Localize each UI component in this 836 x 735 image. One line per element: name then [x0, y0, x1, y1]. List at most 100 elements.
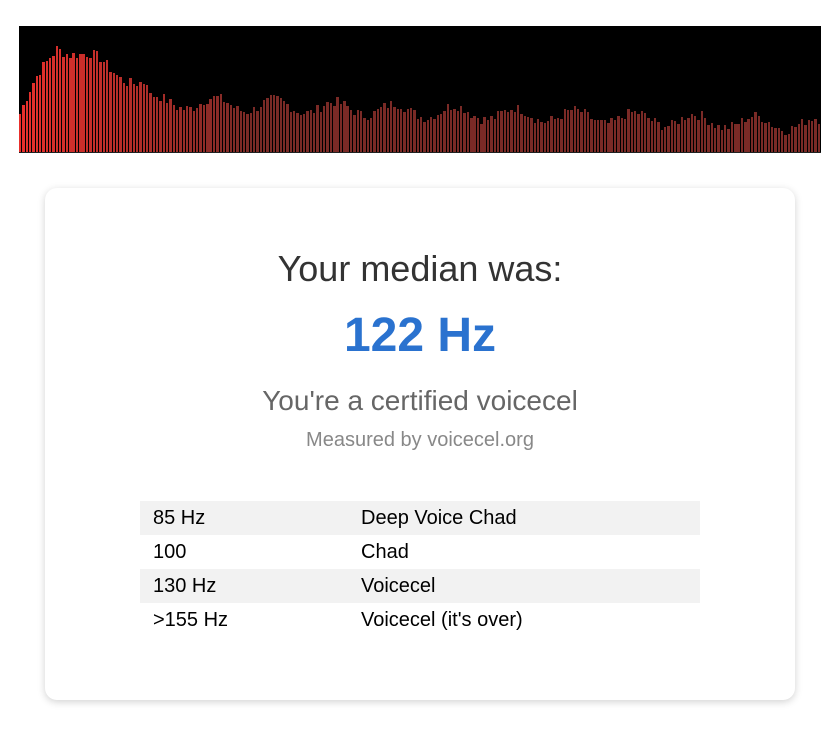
visualizer-bar [607, 122, 610, 152]
visualizer-bar [436, 114, 440, 152]
visualizer-bar [530, 117, 533, 152]
visualizer-bar [710, 123, 714, 152]
visualizer-bar [323, 106, 326, 152]
visualizer-bar [470, 117, 473, 152]
visualizer-bar [473, 115, 476, 152]
visualizer-bar [717, 124, 720, 152]
visualizer-bar [249, 113, 252, 152]
visualizer-bar [95, 51, 99, 152]
visualizer-bar [627, 108, 630, 152]
visualizer-bar [82, 53, 85, 152]
visualizer-bar [25, 101, 29, 152]
visualizer-bar [650, 120, 653, 152]
visualizer-bar [329, 102, 333, 152]
visualizer-bar [496, 110, 500, 152]
visualizer-bar [79, 53, 82, 152]
visualizer-bar [386, 108, 389, 152]
visualizer-bar [135, 85, 139, 152]
visualizer-bar [727, 129, 730, 152]
visualizer-bar [139, 82, 142, 152]
visualizer-bar [376, 109, 379, 152]
visualizer-bar [546, 121, 550, 152]
visualizer-bar [804, 124, 807, 152]
visualizer-bar [814, 119, 817, 152]
visualizer-bar [730, 122, 734, 152]
visualizer-bar [212, 95, 216, 152]
visualizer-bar [99, 62, 102, 152]
visualizer-bar [593, 120, 597, 152]
visualizer-bar [363, 117, 366, 152]
visualizer-bar [176, 109, 179, 152]
visualizer-bar [774, 127, 777, 152]
result-card: Your median was: 122 Hz You're a certifi… [45, 188, 795, 700]
label-cell: Voicecel [361, 574, 436, 597]
table-row: 130 Hz Voicecel [140, 569, 700, 603]
visualizer-bar [319, 112, 323, 152]
visualizer-bar [399, 109, 403, 152]
visualizer-bar [125, 85, 129, 152]
freq-cell: 100 [153, 540, 187, 563]
visualizer-bar [85, 56, 89, 152]
visualizer-bar [416, 119, 420, 152]
label-cell: Deep Voice Chad [361, 506, 517, 529]
visualizer-bar [202, 105, 206, 152]
visualizer-bar [720, 130, 724, 152]
visualizer-bar [282, 101, 286, 152]
visualizer-bar [583, 108, 587, 152]
visualizer-bar [587, 111, 590, 152]
visualizer-bar [506, 111, 510, 152]
visualizer-bar [89, 58, 92, 152]
visualizer-bar [159, 100, 162, 152]
visualizer-bar [637, 113, 640, 152]
visualizer-bar [309, 110, 313, 152]
visualizer-bar [49, 58, 52, 152]
visualizer-bar [697, 119, 700, 152]
visualizer-bar [694, 116, 697, 152]
visualizer-bar [754, 112, 757, 152]
visualizer-bar [236, 105, 239, 152]
visualizer-bar [169, 98, 172, 152]
visualizer-bar [557, 117, 560, 152]
visualizer-bar [590, 118, 593, 152]
visualizer-bar [480, 123, 483, 152]
visualizer-bar [523, 115, 526, 152]
visualizer-bar [303, 114, 306, 152]
visualizer-bar [393, 107, 396, 152]
visualizer-bar [817, 123, 821, 152]
visualizer-bar [172, 105, 176, 152]
visualizer-bar [359, 110, 363, 152]
visualizer-bar [75, 58, 79, 152]
visualizer-bar [610, 117, 613, 152]
visualizer-bar [533, 122, 536, 152]
visualizer-bar [42, 62, 45, 152]
visualizer-bar [466, 112, 470, 152]
table-row: 100 Chad [140, 535, 700, 569]
visualizer-bar [383, 103, 386, 152]
visualizer-bar [714, 127, 717, 152]
visualizer-bar [289, 111, 293, 152]
visualizer-bar [420, 116, 423, 152]
visualizer-bar [346, 106, 349, 152]
visualizer-bar [199, 103, 202, 152]
visualizer-bar [570, 110, 573, 152]
visualizer-bar [232, 107, 236, 152]
visualizer-bar [563, 108, 567, 152]
scale-table: 85 Hz Deep Voice Chad 100 Chad 130 Hz Voice… [140, 501, 700, 637]
audio-visualizer [19, 26, 821, 153]
visualizer-bar [526, 116, 530, 152]
visualizer-bar [613, 119, 617, 152]
visualizer-bar [413, 110, 416, 152]
visualizer-bar [673, 121, 677, 152]
table-row: >155 Hz Voicecel (it's over) [140, 603, 700, 637]
visualizer-bar [797, 124, 800, 152]
visualizer-bar [573, 105, 577, 152]
visualizer-bar [704, 117, 707, 152]
visualizer-bar [677, 124, 680, 152]
visualizer-bar [446, 104, 450, 152]
visualizer-bar [490, 116, 493, 152]
visualizer-bar [520, 113, 523, 152]
visualizer-bar [657, 121, 660, 152]
visualizer-bar [186, 106, 189, 152]
visualizer-bar [339, 103, 343, 152]
visualizer-bar [229, 104, 232, 152]
